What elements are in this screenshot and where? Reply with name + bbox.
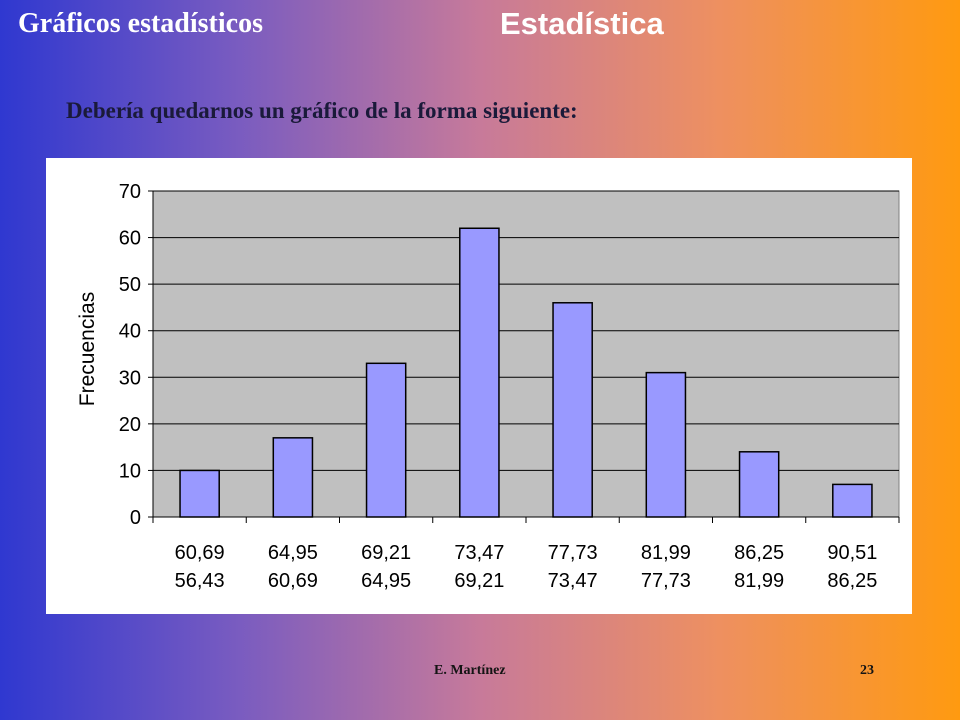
- x-tick-label: 77,73: [548, 542, 598, 564]
- x-tick-label: 69,21: [361, 542, 411, 564]
- bar: [272, 437, 314, 518]
- y-tick-label: 60: [119, 228, 141, 250]
- x-tick-label: 90,51: [827, 542, 877, 564]
- x-tick-label: 81,99: [641, 542, 691, 564]
- bar: [738, 451, 780, 518]
- x-tick-label: 73,47: [454, 542, 504, 564]
- y-tick-label: 0: [130, 507, 141, 529]
- tick-labels: 0 10 20 30 40 50 60 70 60,69 56,43 64,95 60,69 69,21…: [119, 181, 878, 592]
- y-tick-label: 10: [119, 460, 141, 482]
- x-tick-label: 56,43: [175, 570, 225, 592]
- x-tick-label: 69,21: [454, 570, 504, 592]
- bar: [645, 371, 687, 518]
- page-number: 23: [860, 663, 874, 678]
- x-tick-label: 60,69: [268, 570, 318, 592]
- bar: [459, 227, 500, 518]
- y-tick-label: 70: [119, 181, 141, 203]
- slide-subtitle: Debería quedarnos un gráfico de la forma…: [66, 98, 578, 123]
- x-tick-label: 77,73: [641, 570, 691, 592]
- bar-chart: 0 10 20 30 40 50 60 70 60,69 56,43 64,95 60,69 69,21…: [76, 181, 900, 592]
- section-title: Gráficos estadísticos: [18, 8, 263, 39]
- x-tick-label: 86,25: [827, 570, 877, 592]
- bar: [832, 483, 873, 518]
- bar: [552, 302, 593, 518]
- y-tick-label: 20: [119, 414, 141, 436]
- plot-area: [152, 190, 900, 518]
- bar: [179, 469, 220, 518]
- x-tick-label: 81,99: [734, 570, 784, 592]
- bars: [179, 227, 873, 518]
- chart-panel: 0 10 20 30 40 50 60 70 60,69 56,43 64,95 60,69 69,21…: [46, 158, 912, 614]
- x-tick-label: 73,47: [548, 570, 598, 592]
- x-tick-label: 86,25: [734, 542, 784, 564]
- x-tick-label: 60,69: [175, 542, 225, 564]
- y-tick-label: 40: [119, 321, 141, 343]
- footer-author: E. Martínez: [434, 663, 506, 678]
- y-tick-label: 50: [119, 274, 141, 296]
- bar: [365, 362, 407, 518]
- x-tick-label: 64,95: [361, 570, 411, 592]
- axes: [148, 190, 900, 523]
- gridlines: [153, 190, 899, 471]
- y-axis-label: Frecuencias: [76, 292, 99, 406]
- topic-title: Estadística: [500, 6, 664, 41]
- x-tick-label: 64,95: [268, 542, 318, 564]
- y-tick-label: 30: [119, 367, 141, 389]
